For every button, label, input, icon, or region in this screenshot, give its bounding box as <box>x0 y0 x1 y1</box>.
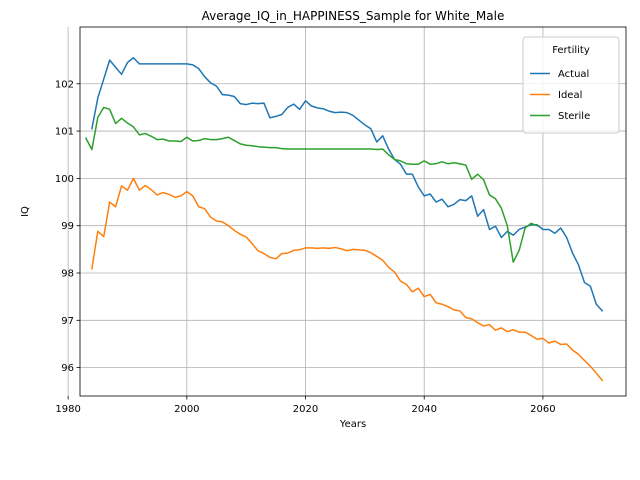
legend-items: Actual Ideal Sterile <box>530 69 590 122</box>
legend-title: Fertility <box>552 45 590 56</box>
y-tick-label: 99 <box>61 221 74 232</box>
legend-box <box>522 36 620 134</box>
legend-label-sterile: Sterile <box>558 111 590 122</box>
legend-label-ideal: Ideal <box>558 90 582 101</box>
y-axis-label: IQ <box>20 206 31 217</box>
y-tick-label: 98 <box>61 269 74 280</box>
y-tick-label: 101 <box>55 127 74 138</box>
y-tick-label: 100 <box>55 174 74 185</box>
chart-title: Average_IQ_in_HAPPINESS_Sample for White… <box>202 9 505 23</box>
series-line-ideal <box>91 177 604 382</box>
x-axis-label: Years <box>339 419 366 430</box>
legend-label-actual: Actual <box>558 69 589 80</box>
plot-frame <box>79 26 627 397</box>
legend: Fertility Actual Ideal Sterile <box>522 36 620 134</box>
x-tick-label: 2020 <box>293 404 318 415</box>
series-line-sterile <box>84 106 538 263</box>
series-layer <box>84 57 604 382</box>
y-tick-label: 97 <box>61 316 74 327</box>
x-tick-label: 2040 <box>411 404 436 415</box>
y-tick-label: 96 <box>61 363 74 374</box>
axis-ticks: 1980 2000 2020 2040 2060 96 97 98 99 100 101 102 <box>55 79 556 415</box>
x-tick-label: 2060 <box>530 404 555 415</box>
x-tick-label: 2000 <box>174 404 199 415</box>
y-tick-label: 102 <box>55 79 74 90</box>
series-line-actual <box>90 57 604 312</box>
x-tick-label: 1980 <box>55 404 80 415</box>
